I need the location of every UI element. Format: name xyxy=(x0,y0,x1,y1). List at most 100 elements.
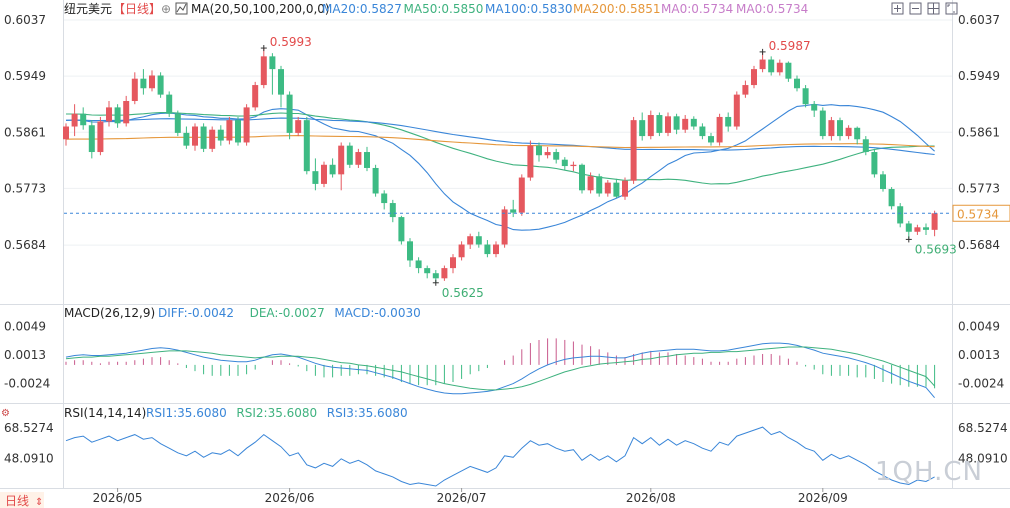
candle-body xyxy=(217,129,224,141)
candle-body xyxy=(759,59,766,70)
shrink-icon[interactable] xyxy=(909,2,922,15)
candle-body xyxy=(828,120,835,137)
candle-body xyxy=(209,129,216,149)
period-label[interactable]: 【日线】 xyxy=(113,2,161,16)
watermark: 1QH.CN xyxy=(875,457,983,487)
candle-body xyxy=(905,223,912,232)
candle-body xyxy=(716,116,723,143)
candle-body xyxy=(708,136,714,143)
price-tick-label-right: 0.6037 xyxy=(958,13,1000,27)
candle-body xyxy=(149,75,155,89)
ma-value: MA0:0.5734 xyxy=(661,2,733,16)
candle-body xyxy=(656,115,663,133)
candle-body xyxy=(88,125,95,153)
candle-body xyxy=(794,78,800,89)
candle-body xyxy=(639,120,646,137)
add-indicator-icon[interactable]: ⊕ xyxy=(161,2,171,16)
rsi-tick-label-right: 48.0910 xyxy=(958,452,1008,466)
price-tick-label-left: 0.5949 xyxy=(4,69,46,83)
macd-tick-label-right: 0.0013 xyxy=(958,348,1000,362)
rsi-tick-label-left: 68.5274 xyxy=(4,421,54,435)
rsi-line xyxy=(65,426,935,487)
price-axis-left: 0.6037 0.5949 0.5861 0.5773 0.5684 xyxy=(4,13,46,252)
candle-body xyxy=(475,236,482,245)
last-price-marker: 0.5734 xyxy=(64,204,1010,222)
date-tick-label: 2026/09 xyxy=(798,491,848,505)
candle-body xyxy=(665,116,671,133)
candle-body xyxy=(329,164,336,175)
candle-body xyxy=(811,104,818,111)
fullscreen-icon[interactable] xyxy=(945,2,958,15)
candle-body xyxy=(819,110,826,137)
last-price-box xyxy=(952,204,1010,222)
rsi-tick-label-left: 48.0910 xyxy=(4,452,54,466)
candle-body xyxy=(235,120,241,143)
candle-body xyxy=(630,120,637,181)
price-tick-label-left: 0.5684 xyxy=(4,238,46,252)
candle-body xyxy=(931,213,938,230)
ma-values: MA20:0.5827 MA50:0.5850 MA100:0.5830 MA200:… xyxy=(322,2,808,16)
ma-value: MA100:0.5830 xyxy=(485,2,573,16)
candle-body xyxy=(871,152,878,175)
candle-body xyxy=(424,268,431,274)
candle-body xyxy=(398,217,405,242)
candle-body xyxy=(854,127,861,140)
candle-body xyxy=(673,116,680,130)
date-tick-label: 2026/08 xyxy=(626,491,676,505)
macd-header: MACD(26,12,9) DIFF:-0.0042 DEA:-0.0027 MAC… xyxy=(64,306,421,320)
price-tick-label-left: 0.5773 xyxy=(4,181,46,195)
macd-tick-label-right: -0.0024 xyxy=(958,377,1004,391)
candle-body xyxy=(579,164,585,191)
candle-body xyxy=(647,115,654,137)
candle-body xyxy=(682,118,689,130)
rsi-value: RSI2:35.6080 xyxy=(236,406,317,420)
candle-body xyxy=(183,132,190,146)
candle-body xyxy=(338,145,345,175)
candle-body xyxy=(166,94,173,114)
candle-body xyxy=(622,180,628,197)
candle-body xyxy=(742,85,749,95)
price-annotations: 0.5993 0.5987 0.5625 0.5693 xyxy=(260,35,957,300)
ma-line-ma20 xyxy=(65,103,935,231)
period-tab[interactable]: 日线 ⇕ xyxy=(0,492,44,508)
price-tick-label-right: 0.5949 xyxy=(958,69,1000,83)
candle-body xyxy=(845,127,852,137)
settings-icon[interactable]: ⚙ xyxy=(1,408,10,419)
price-tick-label-left: 0.6037 xyxy=(4,13,46,27)
indicator-settings-icon[interactable] xyxy=(175,2,188,15)
candle-body xyxy=(725,116,732,127)
macd-diff-line xyxy=(65,342,935,399)
price-tick-label-left: 0.5861 xyxy=(4,125,46,139)
grid-icon[interactable] xyxy=(927,2,940,15)
candle-body xyxy=(837,120,843,137)
price-tick-label-right: 0.5773 xyxy=(958,181,1000,195)
candle-body xyxy=(303,120,310,172)
date-tick-label: 2026/07 xyxy=(437,491,487,505)
candle-body xyxy=(768,59,775,73)
expand-icon[interactable] xyxy=(891,2,904,15)
rsi-panel: 68.5274 68.5274 48.0910 48.0910 xyxy=(4,421,1008,487)
macd-panel: 0.0049 0.0049 0.0013 0.0013 -0.0024 -0.0024 xyxy=(4,320,1004,399)
candle-body xyxy=(802,88,809,105)
candle-body xyxy=(260,56,267,86)
macd-tick-label-right: 0.0049 xyxy=(958,320,1000,334)
expand-arrow-icon: ⇕ xyxy=(35,497,43,508)
candle-body xyxy=(776,62,783,73)
candle-body xyxy=(527,145,534,178)
candle-body xyxy=(123,101,130,124)
ma-value: MA50:0.5850 xyxy=(404,2,484,16)
candle-body xyxy=(880,174,886,190)
candle-body xyxy=(458,244,465,258)
candle-body xyxy=(518,177,525,213)
candle-body xyxy=(71,113,78,127)
candle-body xyxy=(63,126,69,140)
date-tick-label: 2026/05 xyxy=(93,491,143,505)
candle-body xyxy=(346,145,353,165)
candle-body xyxy=(157,75,164,95)
candle-body xyxy=(484,244,491,255)
candle-body xyxy=(544,152,551,156)
candle-body xyxy=(269,56,276,70)
candle-body xyxy=(226,120,233,141)
candle-body xyxy=(570,164,577,167)
